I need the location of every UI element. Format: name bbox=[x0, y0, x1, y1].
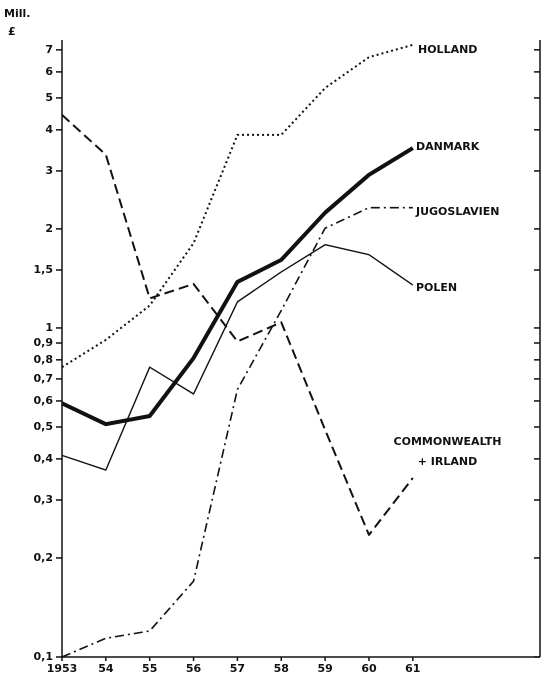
x-tick-label: 57 bbox=[230, 662, 245, 675]
series-label: HOLLAND bbox=[418, 43, 478, 56]
unit-label: Mill. bbox=[4, 7, 30, 20]
y-tick-label: 0,3 bbox=[34, 493, 54, 506]
y-tick-label: 6 bbox=[45, 65, 53, 78]
y-tick-label: 7 bbox=[45, 43, 53, 56]
series-label: DANMARK bbox=[416, 140, 480, 153]
x-tick-label: 58 bbox=[274, 662, 289, 675]
x-tick-label: 56 bbox=[186, 662, 202, 675]
x-tick-label: 60 bbox=[361, 662, 377, 675]
series-line bbox=[61, 43, 414, 369]
y-tick-label: 1,5 bbox=[34, 263, 54, 276]
y-tick-label: 0,2 bbox=[34, 551, 54, 564]
y-tick-label: 0,7 bbox=[34, 372, 54, 385]
y-tick-label: 0,1 bbox=[34, 650, 54, 663]
series-line bbox=[61, 114, 414, 536]
y-tick-label: 0,6 bbox=[34, 394, 54, 407]
x-tick-label: 1953 bbox=[47, 662, 78, 675]
series-line bbox=[61, 206, 413, 658]
y-tick-label: 5 bbox=[45, 91, 53, 104]
y-tick-label: 2 bbox=[45, 222, 53, 235]
x-tick-label: 55 bbox=[142, 662, 157, 675]
x-tick-label: 61 bbox=[405, 662, 420, 675]
series-label: COMMONWEALTH + IRLAND bbox=[393, 435, 502, 468]
series-line bbox=[61, 244, 414, 471]
series-label: JUGOSLAVIEN bbox=[416, 205, 500, 218]
unit-label: £ bbox=[8, 25, 16, 38]
series-line bbox=[61, 146, 414, 427]
y-tick-label: 4 bbox=[45, 123, 53, 136]
y-tick-label: 3 bbox=[45, 164, 53, 177]
x-tick-label: 59 bbox=[317, 662, 332, 675]
y-tick-label: 0,9 bbox=[34, 336, 54, 349]
y-tick-label: 1 bbox=[45, 321, 53, 334]
y-tick-label: 0,8 bbox=[34, 353, 54, 366]
y-tick-label: 0,5 bbox=[34, 420, 54, 433]
series-label: POLEN bbox=[416, 281, 458, 294]
y-tick-label: 0,4 bbox=[34, 452, 54, 465]
x-tick-label: 54 bbox=[98, 662, 114, 675]
